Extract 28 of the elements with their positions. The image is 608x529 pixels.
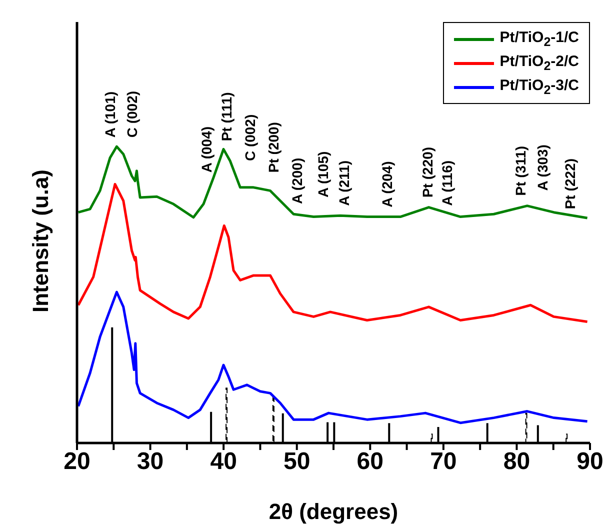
x-tick-label: 40 [210,448,237,476]
legend-label: Pt/TiO$_{2}$-2/C [500,53,579,73]
x-tick-label: 70 [430,448,457,476]
text: A (101) [102,91,118,138]
legend-label: Pt/TiO$_{2}$-1/C [500,29,579,49]
annotation: A (303) [534,144,550,191]
x-tick-label: 50 [284,448,310,476]
x-tick-label: 90 [576,448,604,476]
annotation: C (002) [242,114,258,162]
annotation: A (204) [379,161,395,208]
annotation: A (200) [288,158,305,204]
x-tick-label: 60 [356,448,384,476]
annotation: A (004) [198,126,215,173]
annotation: Pt (222) [562,158,578,210]
annotation: A (211) [336,160,352,206]
x-tick-label: 80 [503,448,530,476]
annotation: A (105) [315,151,332,198]
x-tick-label: 30 [136,448,164,476]
text: C (002) [124,90,140,138]
annotation: Pt (220) [419,146,436,198]
annotation: Pt (200) [265,122,282,173]
annotation: A (116) [439,160,456,206]
x-axis-title: 2θ (degrees) [268,499,398,524]
x-tick-label: 20 [64,448,90,476]
legend-label: Pt/TiO$_{2}$-3/C [500,77,579,97]
annotation: Pt (311) [512,146,528,196]
y-axis-title: Intensity (u.a) [28,169,53,312]
text: Pt (111) [218,92,235,142]
